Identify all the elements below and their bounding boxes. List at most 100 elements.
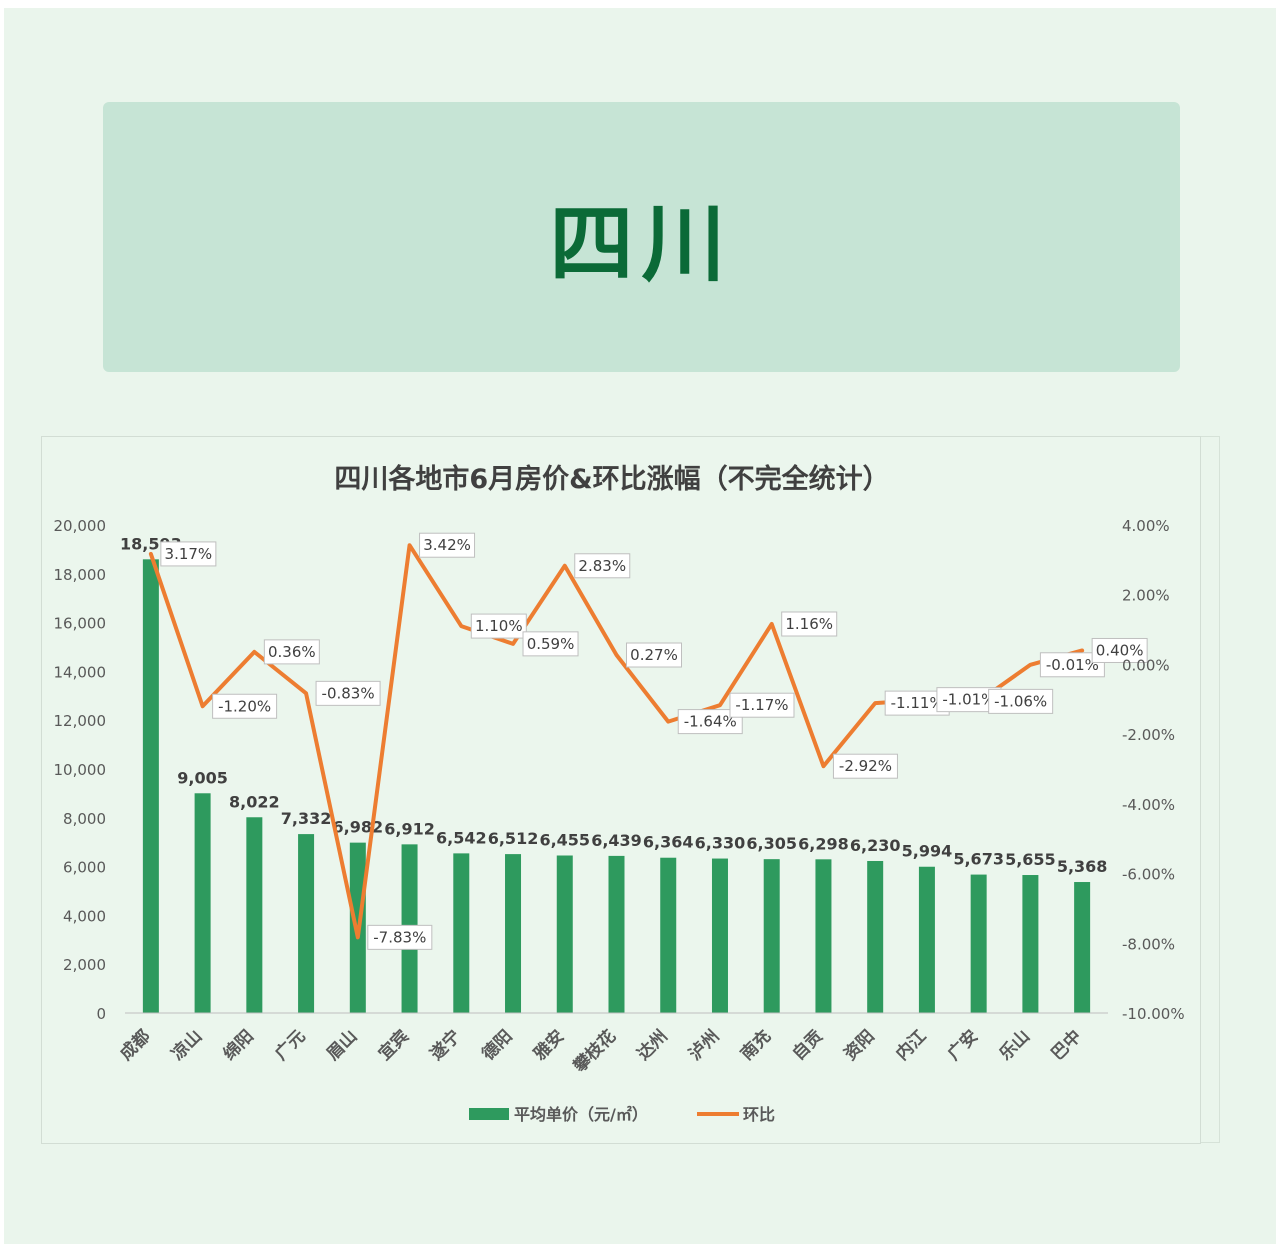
mom-change-label: -1.17% bbox=[729, 692, 795, 718]
mom-change-label-text: -1.06% bbox=[994, 692, 1047, 710]
price-value-label: 6,364 bbox=[643, 833, 694, 852]
mom-change-label-text: -0.01% bbox=[1046, 656, 1099, 674]
category-label: 广元 bbox=[271, 1026, 310, 1065]
mom-change-label-box bbox=[419, 532, 476, 558]
mom-change-label-box bbox=[1091, 637, 1148, 663]
legend-bar-swatch bbox=[469, 1108, 509, 1120]
price-bar bbox=[660, 857, 677, 1013]
left-axis-tick-label: 8,000 bbox=[63, 810, 106, 828]
mom-change-label-text: -1.11% bbox=[891, 694, 944, 712]
left-axis-tick-label: 20,000 bbox=[54, 517, 107, 535]
mom-change-label-text: -1.17% bbox=[735, 696, 788, 714]
price-bar bbox=[711, 858, 728, 1013]
mom-change-label: 3.17% bbox=[160, 541, 217, 567]
price-bar bbox=[505, 854, 522, 1013]
category-label: 德阳 bbox=[478, 1026, 517, 1065]
mom-change-label-text: -1.64% bbox=[684, 713, 737, 731]
price-value-label: 6,982 bbox=[333, 818, 384, 837]
mom-change-label-text: -1.01% bbox=[942, 691, 995, 709]
mom-change-label-box bbox=[988, 688, 1054, 714]
mom-change-label-text: -0.83% bbox=[322, 684, 375, 702]
price-value-label: 5,673 bbox=[953, 850, 1004, 869]
mom-change-label-text: 0.36% bbox=[268, 643, 316, 661]
legend-bar-label: 平均单价（元/㎡） bbox=[514, 1105, 648, 1124]
mom-change-label-box bbox=[263, 639, 320, 665]
category-label: 内江 bbox=[892, 1026, 931, 1065]
price-value-label: 5,368 bbox=[1057, 857, 1108, 876]
right-axis-tick-label: -6.00% bbox=[1122, 866, 1175, 884]
category-label: 遂宁 bbox=[426, 1026, 465, 1065]
title-banner: 四川 bbox=[103, 102, 1180, 372]
price-value-label: 9,005 bbox=[177, 768, 228, 787]
category-label: 泸州 bbox=[685, 1026, 723, 1064]
mom-change-label-box bbox=[470, 613, 527, 639]
category-label: 乐山 bbox=[996, 1026, 1034, 1064]
chart-title: 四川各地市6月房价&环比涨幅（不完全统计） bbox=[334, 463, 889, 495]
price-value-label: 7,332 bbox=[281, 809, 332, 828]
mom-change-label-box bbox=[522, 631, 579, 657]
mom-change-label: -7.83% bbox=[367, 924, 433, 950]
mom-change-label: 0.36% bbox=[263, 639, 320, 665]
price-bar bbox=[142, 559, 159, 1013]
mom-change-label-text: 2.83% bbox=[578, 557, 626, 575]
price-bar bbox=[815, 859, 832, 1013]
mom-change-label: -2.92% bbox=[832, 753, 898, 779]
price-value-label: 6,542 bbox=[436, 828, 487, 847]
right-axis-tick-label: -2.00% bbox=[1122, 726, 1175, 744]
category-label: 凉山 bbox=[167, 1026, 206, 1065]
price-value-label: 6,455 bbox=[539, 830, 590, 849]
mom-change-label-text: 1.16% bbox=[785, 615, 833, 633]
legend-line-label: 环比 bbox=[743, 1105, 775, 1124]
mom-change-label-text: 0.27% bbox=[630, 646, 678, 664]
left-axis-tick-label: 14,000 bbox=[54, 663, 107, 681]
price-bar bbox=[867, 860, 884, 1013]
right-axis-tick-label: -4.00% bbox=[1122, 796, 1175, 814]
price-bar bbox=[246, 817, 263, 1013]
mom-change-label: 1.16% bbox=[781, 611, 838, 637]
price-bar bbox=[970, 874, 987, 1013]
right-axis-tick-label: -8.00% bbox=[1122, 935, 1175, 953]
price-bar bbox=[556, 855, 573, 1013]
left-axis-tick-label: 2,000 bbox=[63, 956, 106, 974]
price-bar bbox=[763, 859, 780, 1013]
mom-change-label-text: 3.42% bbox=[423, 536, 471, 554]
price-bar bbox=[194, 793, 211, 1013]
mom-change-label-text: 3.17% bbox=[165, 545, 213, 563]
mom-change-label-text: -2.92% bbox=[839, 757, 892, 775]
mom-change-label: -0.83% bbox=[315, 680, 381, 706]
category-label: 自贡 bbox=[788, 1026, 827, 1065]
price-value-label: 6,330 bbox=[695, 834, 746, 853]
mom-change-label: 0.40% bbox=[1091, 637, 1148, 663]
mom-change-label-box bbox=[781, 611, 838, 637]
mom-change-label-box bbox=[160, 541, 217, 567]
price-bar bbox=[1074, 882, 1091, 1013]
mom-change-label-text: 0.59% bbox=[527, 635, 575, 653]
right-axis-tick-label: -10.00% bbox=[1122, 1005, 1185, 1023]
mom-change-label: 0.27% bbox=[626, 642, 682, 668]
category-label: 资阳 bbox=[840, 1026, 879, 1065]
category-label: 眉山 bbox=[323, 1026, 361, 1064]
price-value-label: 8,022 bbox=[229, 792, 280, 811]
price-bar bbox=[453, 853, 470, 1013]
left-axis-tick-label: 6,000 bbox=[63, 859, 106, 877]
left-axis-tick-label: 0 bbox=[96, 1005, 106, 1023]
left-axis-tick-label: 4,000 bbox=[63, 907, 106, 925]
price-bar bbox=[298, 834, 315, 1013]
left-axis-tick-label: 10,000 bbox=[54, 761, 107, 779]
category-label: 成都 bbox=[116, 1026, 155, 1065]
mom-change-label-text: 0.40% bbox=[1096, 641, 1144, 659]
price-value-label: 6,512 bbox=[488, 829, 539, 848]
category-label: 绵阳 bbox=[219, 1026, 258, 1065]
price-bar bbox=[1022, 875, 1039, 1013]
price-value-label: 6,439 bbox=[591, 831, 642, 850]
price-bar bbox=[608, 855, 625, 1013]
mom-change-label-box bbox=[729, 692, 795, 718]
category-label: 南充 bbox=[736, 1026, 775, 1065]
right-axis-tick-label: 2.00% bbox=[1122, 587, 1170, 605]
mom-change-label-box bbox=[367, 924, 433, 950]
category-label: 巴中 bbox=[1047, 1026, 1086, 1065]
mom-change-label: 0.59% bbox=[522, 631, 579, 657]
category-label: 广安 bbox=[943, 1026, 982, 1065]
mom-change-label-box bbox=[626, 642, 682, 668]
mom-change-label-text: 1.10% bbox=[475, 617, 523, 635]
